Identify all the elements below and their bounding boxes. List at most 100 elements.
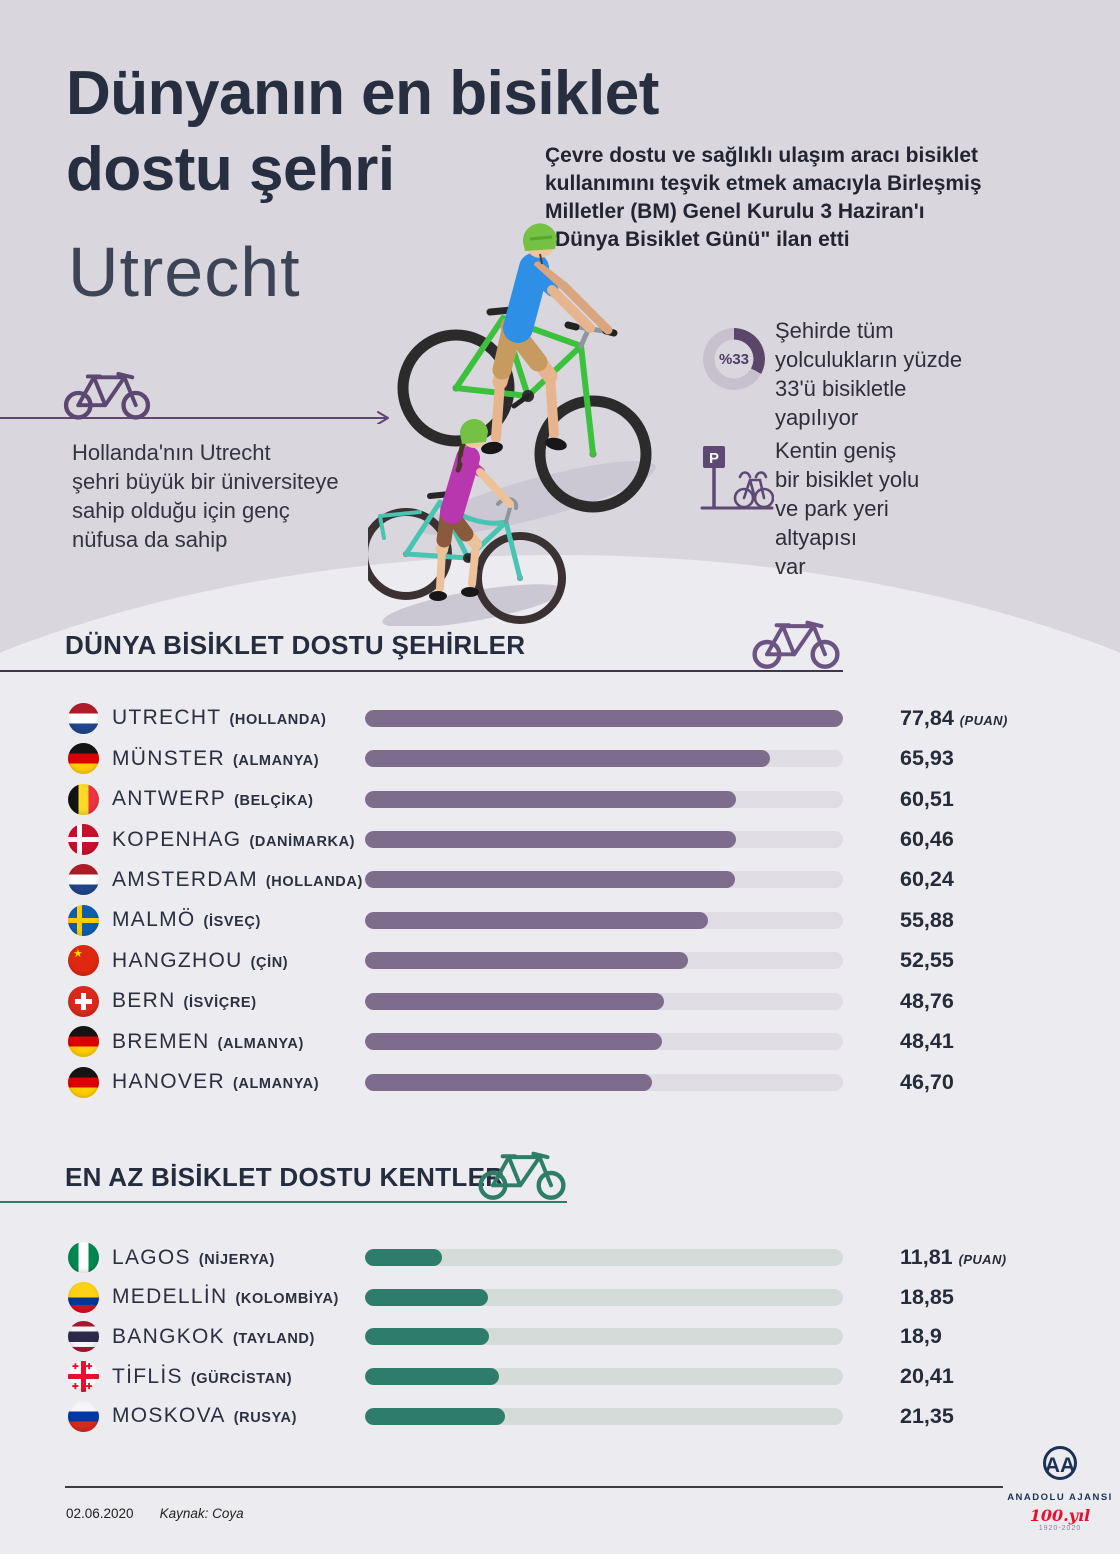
flag-icon-de xyxy=(68,1066,99,1098)
ranking-row: MALMÖ (İSVEÇ) 55,88 xyxy=(0,900,1120,940)
ranking-row: AMSTERDAM (HOLLANDA) 60,24 xyxy=(0,860,1120,900)
score-bar-track xyxy=(365,952,843,970)
score-bar-track xyxy=(365,871,843,889)
ranking-row: KOPENHAG (DANİMARKA) 60,46 xyxy=(0,819,1120,859)
ranking-row: UTRECHT (HOLLANDA) 77,84 (PUAN) xyxy=(0,698,1120,738)
arrow-right-line xyxy=(0,411,389,424)
city-name: MÜNSTER xyxy=(112,746,225,770)
score-bar-track xyxy=(365,1328,843,1346)
country-name: (ALMANYA) xyxy=(217,1035,304,1052)
score-bar-fill xyxy=(365,1288,489,1306)
flag-icon-se xyxy=(68,904,99,936)
ranking-row: HANOVER (ALMANYA) 46,70 xyxy=(0,1062,1120,1102)
score-bar-track xyxy=(365,911,843,929)
flag-icon-ch xyxy=(68,985,99,1017)
flag-icon-de xyxy=(68,743,99,775)
bike-parking-icon: P xyxy=(700,446,774,510)
score-value: 65,93 xyxy=(900,746,954,771)
city-name: UTRECHT xyxy=(112,706,222,730)
city-name: BERN xyxy=(112,989,176,1013)
bicycle-icon-green xyxy=(478,1145,566,1201)
parking-stat-text: Kentin geniş bir bisiklet yolu ve park y… xyxy=(775,438,920,579)
score-unit-label: (PUAN) xyxy=(958,1252,1007,1268)
score-unit-label: (PUAN) xyxy=(959,712,1008,728)
flag-icon-ge xyxy=(68,1361,99,1393)
score-value: 77,84 (PUAN) xyxy=(900,705,1008,730)
score-value: 46,70 xyxy=(900,1069,954,1094)
city-name: BANGKOK xyxy=(112,1324,225,1348)
score-bar-track xyxy=(365,1249,843,1267)
ranking-row: BERN (İSVİÇRE) 48,76 xyxy=(0,981,1120,1021)
score-bar-track xyxy=(365,1368,843,1386)
donut-chart-33 xyxy=(703,328,765,390)
score-value: 20,41 xyxy=(900,1364,954,1389)
publish-date: 02.06.2020 xyxy=(66,1506,134,1521)
source-credit: Kaynak: Coya xyxy=(159,1506,244,1521)
score-bar-track xyxy=(365,992,843,1010)
city-name: MALMÖ xyxy=(112,908,196,932)
utrecht-note: Hollanda'nın Utrecht şehri büyük bir üni… xyxy=(72,440,339,552)
score-bar-fill xyxy=(365,709,843,727)
country-name: (DANİMARKA) xyxy=(249,833,356,850)
ranking-row: BANGKOK (TAYLAND) 18,9 xyxy=(0,1317,1120,1357)
page-title-city: Utrecht xyxy=(68,233,301,311)
female-cyclist xyxy=(429,418,514,601)
score-bar-fill xyxy=(365,1368,499,1386)
footer-divider xyxy=(65,1486,1003,1488)
ranking-list-least: LAGOS (NİJERYA) 11,81 (PUAN) MEDELLİN (KOLOM… xyxy=(0,1238,1120,1436)
country-name: (ALMANYA) xyxy=(232,1076,320,1093)
score-bar-track xyxy=(365,1288,843,1306)
city-name: AMSTERDAM xyxy=(112,867,258,891)
ranking-row: MOSKOVA (RUSYA) 21,35 xyxy=(0,1396,1120,1436)
section-title-friendly: DÜNYA BİSİKLET DOSTU ŞEHİRLER xyxy=(65,630,526,660)
score-bar-fill xyxy=(365,911,709,929)
ranking-row: MÜNSTER (ALMANYA) 65,93 xyxy=(0,738,1120,778)
flag-icon-nl xyxy=(68,702,99,734)
score-value: 60,46 xyxy=(900,827,954,852)
score-value: 52,55 xyxy=(900,948,954,973)
score-bar-fill xyxy=(365,1407,505,1425)
flag-icon-co xyxy=(68,1281,99,1313)
city-name: HANGZHOU xyxy=(112,948,243,972)
country-name: (ALMANYA) xyxy=(232,752,320,769)
country-name: (RUSYA) xyxy=(233,1410,298,1427)
score-bar-track xyxy=(365,750,843,768)
parking-sign-letter: P xyxy=(709,450,719,467)
country-name: (TAYLAND) xyxy=(232,1330,315,1347)
country-name: (NİJERYA) xyxy=(198,1251,275,1268)
city-name: HANOVER xyxy=(112,1070,225,1094)
score-bar-fill xyxy=(365,1249,443,1267)
score-value: 11,81 (PUAN) xyxy=(900,1245,1007,1270)
anniversary-label: 100.yıl xyxy=(1029,1506,1091,1525)
intro-paragraph: Çevre dostu ve sağlıklı ulaşım aracı bis… xyxy=(545,144,982,251)
flag-icon-nl xyxy=(68,864,99,896)
anniversary-years: 1920-2020 xyxy=(1038,1525,1082,1532)
flag-icon-ng xyxy=(68,1242,99,1274)
flag-icon-th xyxy=(68,1321,99,1353)
country-name: (BELÇİKA) xyxy=(234,793,314,810)
ranking-row: BREMEN (ALMANYA) 48,41 xyxy=(0,1022,1120,1062)
ranking-row: TİFLİS (GÜRCİSTAN) 20,41 xyxy=(0,1357,1120,1397)
score-bar-fill xyxy=(365,831,737,849)
ranking-row: ANTWERP (BELÇİKA) 60,51 xyxy=(0,779,1120,819)
ranking-row: MEDELLİN (KOLOMBİYA) 18,85 xyxy=(0,1278,1120,1318)
city-name: TİFLİS xyxy=(112,1364,183,1388)
city-name: KOPENHAG xyxy=(112,827,242,851)
section-divider-purple xyxy=(0,670,843,672)
trips-percent-stat: %33 xyxy=(703,328,765,390)
score-bar-track xyxy=(365,831,843,849)
aa-monogram-icon: AA xyxy=(1043,1446,1077,1480)
score-bar-track xyxy=(365,709,843,727)
flag-icon-cn xyxy=(68,945,99,977)
score-bar-fill xyxy=(365,871,735,889)
ranking-row: LAGOS (NİJERYA) 11,81 (PUAN) xyxy=(0,1238,1120,1278)
score-value: 60,51 xyxy=(900,786,954,811)
country-name: (İSVİÇRE) xyxy=(183,995,257,1012)
city-name: MEDELLİN xyxy=(112,1285,228,1309)
flag-icon-ru xyxy=(68,1400,99,1432)
score-bar-fill xyxy=(365,1033,663,1051)
score-value: 60,24 xyxy=(900,867,954,892)
page-title: Dünyanın en bisiklet dostu şehri xyxy=(66,59,659,204)
country-name: (HOLLANDA) xyxy=(265,873,363,890)
footer-meta: 02.06.2020 Kaynak: Coya xyxy=(66,1506,244,1521)
